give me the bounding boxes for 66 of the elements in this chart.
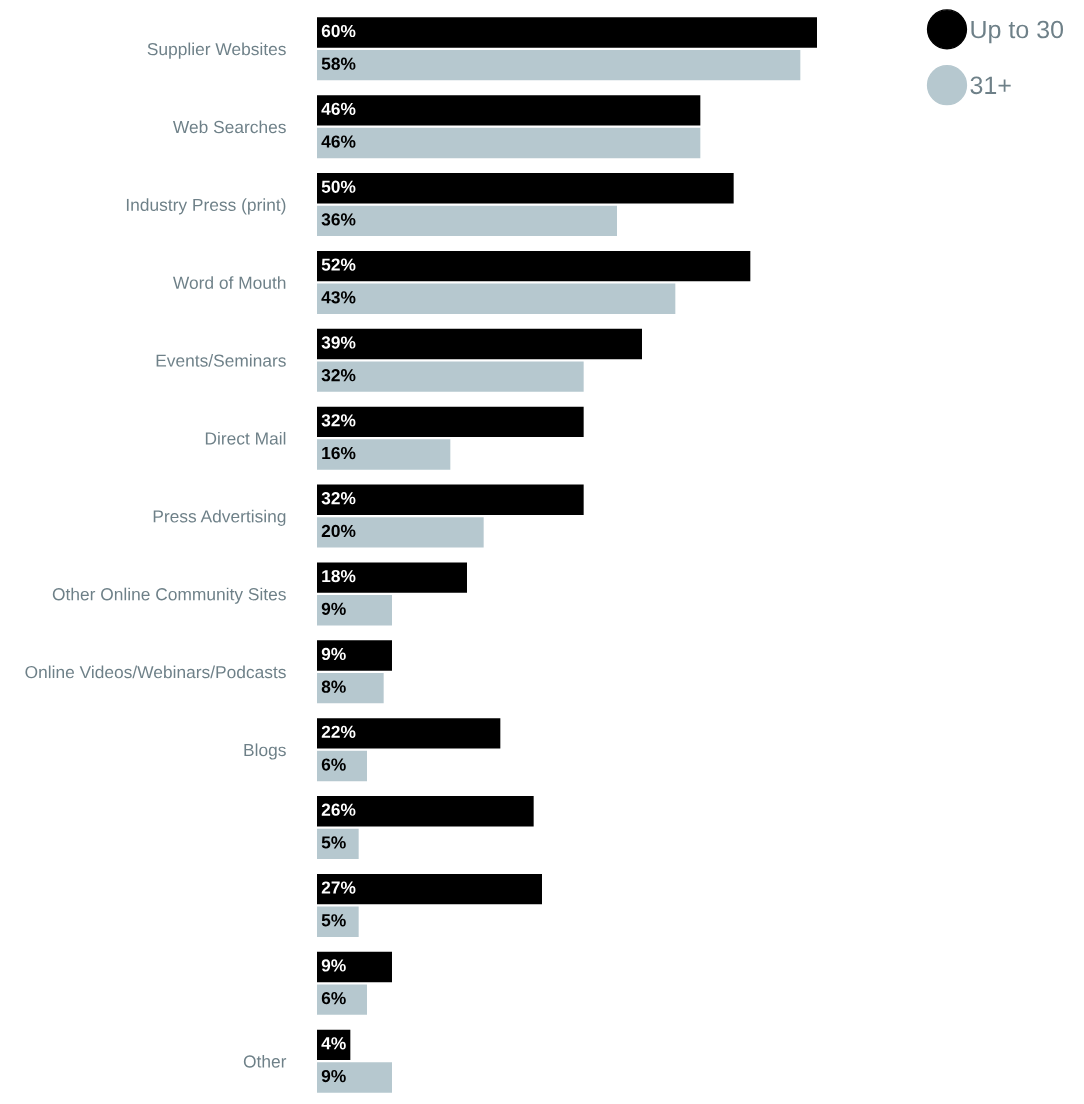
bar (317, 595, 392, 626)
data-label: 9% (321, 647, 346, 661)
data-label: 4% (321, 1037, 346, 1050)
data-label: 27% (321, 881, 356, 894)
bar (317, 951, 392, 983)
y-tick-label: Press Advertising (153, 509, 286, 526)
bar (317, 361, 584, 392)
data-label: 26% (321, 803, 356, 816)
y-tick-label: Industry Press (print) (126, 198, 286, 215)
data-label: 20% (321, 524, 356, 538)
bar (317, 328, 642, 360)
bar (317, 173, 734, 204)
legend-label: Up to 30 (971, 20, 1064, 44)
bar (317, 796, 534, 827)
bar (317, 873, 542, 905)
data-label: 32% (321, 492, 356, 505)
bar (317, 1062, 392, 1093)
bar (317, 283, 676, 314)
y-tick-label: Blogs (244, 743, 286, 760)
data-label: 9% (321, 959, 346, 972)
data-label: 58% (321, 57, 356, 70)
data-label: 6% (321, 992, 346, 1005)
data-label: 36% (321, 213, 356, 226)
bar (317, 484, 584, 515)
data-label: 18% (322, 569, 356, 583)
data-label: 8% (321, 680, 346, 693)
bar (317, 250, 751, 282)
y-tick-label: Other Online Community Sites (52, 587, 286, 604)
data-label: 9% (321, 1069, 346, 1083)
data-label: 16% (322, 446, 356, 460)
y-tick-label: Direct Mail (205, 431, 286, 445)
bar (317, 127, 701, 159)
data-label: 46% (321, 102, 356, 116)
bar (317, 640, 392, 671)
bar (317, 406, 584, 438)
data-label: 46% (321, 135, 356, 148)
bar (317, 984, 367, 1015)
bar (317, 672, 384, 704)
data-label: 6% (321, 758, 346, 771)
bar (317, 439, 451, 470)
data-label: 43% (321, 291, 356, 304)
data-label: 52% (321, 258, 356, 271)
legend-label: 31+ (970, 76, 1011, 95)
y-tick-label: Events/Seminars (156, 354, 286, 367)
y-tick-label: Web Searches (172, 120, 286, 134)
bar (317, 750, 367, 782)
y-tick-label: Supplier Websites (147, 42, 286, 59)
data-label: 60% (321, 24, 356, 38)
bar (317, 50, 801, 81)
data-label: 39% (321, 336, 356, 349)
bar (317, 95, 701, 126)
data-label: 5% (321, 914, 346, 927)
bar (317, 562, 467, 593)
bar (317, 517, 484, 548)
data-label: 32% (321, 369, 356, 382)
data-label: 9% (321, 602, 346, 615)
data-label: 5% (321, 836, 346, 849)
y-tick-label: Online Videos/Webinars/Podcasts (25, 665, 286, 679)
bar (317, 718, 501, 749)
y-tick-label: Other (243, 1054, 287, 1068)
data-label: 22% (321, 725, 356, 738)
bar (317, 17, 817, 48)
bar (317, 205, 617, 237)
data-label: 50% (321, 180, 356, 193)
y-tick-label: Word of Mouth (172, 276, 286, 289)
data-label: 32% (321, 414, 356, 427)
